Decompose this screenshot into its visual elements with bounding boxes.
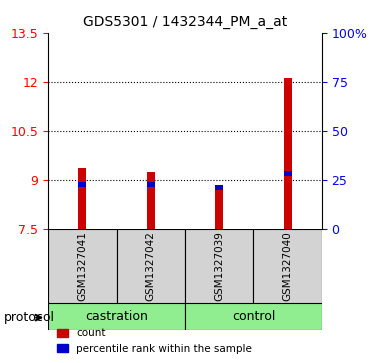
Bar [283, 78, 292, 229]
Text: GSM1327042: GSM1327042 [146, 231, 156, 301]
Text: castration: castration [85, 310, 148, 323]
Bar [147, 172, 155, 229]
Text: GSM1327041: GSM1327041 [77, 231, 87, 301]
FancyBboxPatch shape [48, 303, 185, 330]
Text: control: control [232, 310, 275, 323]
FancyBboxPatch shape [117, 229, 185, 303]
Legend: count, percentile rank within the sample: count, percentile rank within the sample [53, 324, 256, 358]
Bar [147, 182, 155, 187]
Text: GSM1327040: GSM1327040 [283, 231, 293, 301]
Title: GDS5301 / 1432344_PM_a_at: GDS5301 / 1432344_PM_a_at [83, 15, 287, 29]
Bar [78, 168, 87, 229]
FancyBboxPatch shape [185, 229, 253, 303]
Bar [215, 185, 223, 229]
Bar [215, 185, 223, 190]
Text: GSM1327039: GSM1327039 [214, 231, 224, 301]
FancyBboxPatch shape [48, 229, 117, 303]
Text: protocol: protocol [4, 311, 55, 324]
FancyBboxPatch shape [253, 229, 322, 303]
Bar [78, 182, 87, 187]
FancyBboxPatch shape [185, 303, 322, 330]
Bar [283, 171, 292, 176]
